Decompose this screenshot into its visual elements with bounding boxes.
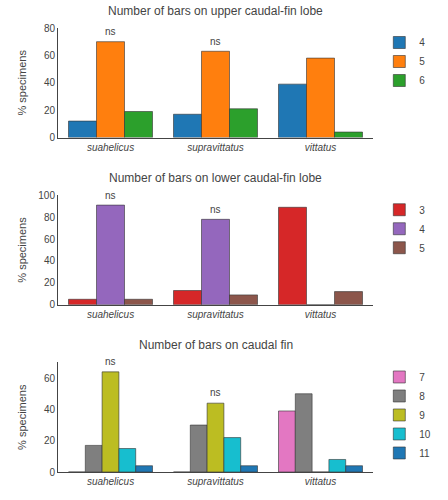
svg-text:vittatus: vittatus: [305, 142, 337, 153]
svg-text:% specimens: % specimens: [16, 50, 28, 116]
svg-text:Number of bars on upper caudal: Number of bars on upper caudal-fin lobe: [108, 4, 323, 18]
svg-text:9: 9: [419, 410, 425, 421]
svg-text:% specimens: % specimens: [16, 384, 28, 450]
svg-text:40: 40: [44, 404, 56, 415]
svg-text:3: 3: [419, 205, 425, 216]
svg-text:20: 20: [44, 277, 56, 288]
svg-text:80: 80: [44, 23, 56, 34]
svg-text:5: 5: [419, 243, 425, 254]
svg-text:supravittatus: supravittatus: [187, 309, 244, 320]
svg-text:vittatus: vittatus: [305, 476, 337, 487]
svg-text:40: 40: [44, 77, 56, 88]
svg-text:ns: ns: [210, 204, 221, 215]
svg-text:ns: ns: [105, 190, 116, 201]
svg-text:ns: ns: [210, 387, 221, 398]
svg-text:60: 60: [44, 50, 56, 61]
svg-text:0: 0: [49, 467, 55, 478]
svg-text:supravittatus: supravittatus: [187, 476, 244, 487]
svg-text:100: 100: [38, 190, 55, 201]
svg-text:suahelicus: suahelicus: [87, 142, 134, 153]
svg-text:vittatus: vittatus: [305, 309, 337, 320]
svg-text:10: 10: [419, 429, 431, 440]
svg-text:suahelicus: suahelicus: [87, 309, 134, 320]
svg-text:suahelicus: suahelicus: [87, 476, 134, 487]
svg-text:40: 40: [44, 255, 56, 266]
svg-text:20: 20: [44, 105, 56, 116]
svg-text:6: 6: [419, 75, 425, 86]
svg-text:20: 20: [44, 435, 56, 446]
svg-text:60: 60: [44, 373, 56, 384]
svg-text:Number of bars on caudal fin: Number of bars on caudal fin: [139, 338, 293, 352]
svg-text:ns: ns: [105, 356, 116, 367]
svg-text:4: 4: [419, 37, 425, 48]
svg-text:8: 8: [419, 391, 425, 402]
svg-text:60: 60: [44, 234, 56, 245]
svg-text:ns: ns: [210, 36, 221, 47]
svg-text:80: 80: [44, 212, 56, 223]
svg-text:4: 4: [419, 224, 425, 235]
svg-text:Number of bars on lower caudal: Number of bars on lower caudal-fin lobe: [109, 171, 322, 185]
svg-text:ns: ns: [105, 26, 116, 37]
svg-text:7: 7: [419, 372, 425, 383]
svg-text:5: 5: [419, 56, 425, 67]
svg-text:11: 11: [419, 448, 430, 459]
svg-text:0: 0: [49, 132, 55, 143]
svg-text:0: 0: [49, 299, 55, 310]
svg-text:supravittatus: supravittatus: [187, 142, 244, 153]
svg-text:% specimens: % specimens: [16, 217, 28, 283]
